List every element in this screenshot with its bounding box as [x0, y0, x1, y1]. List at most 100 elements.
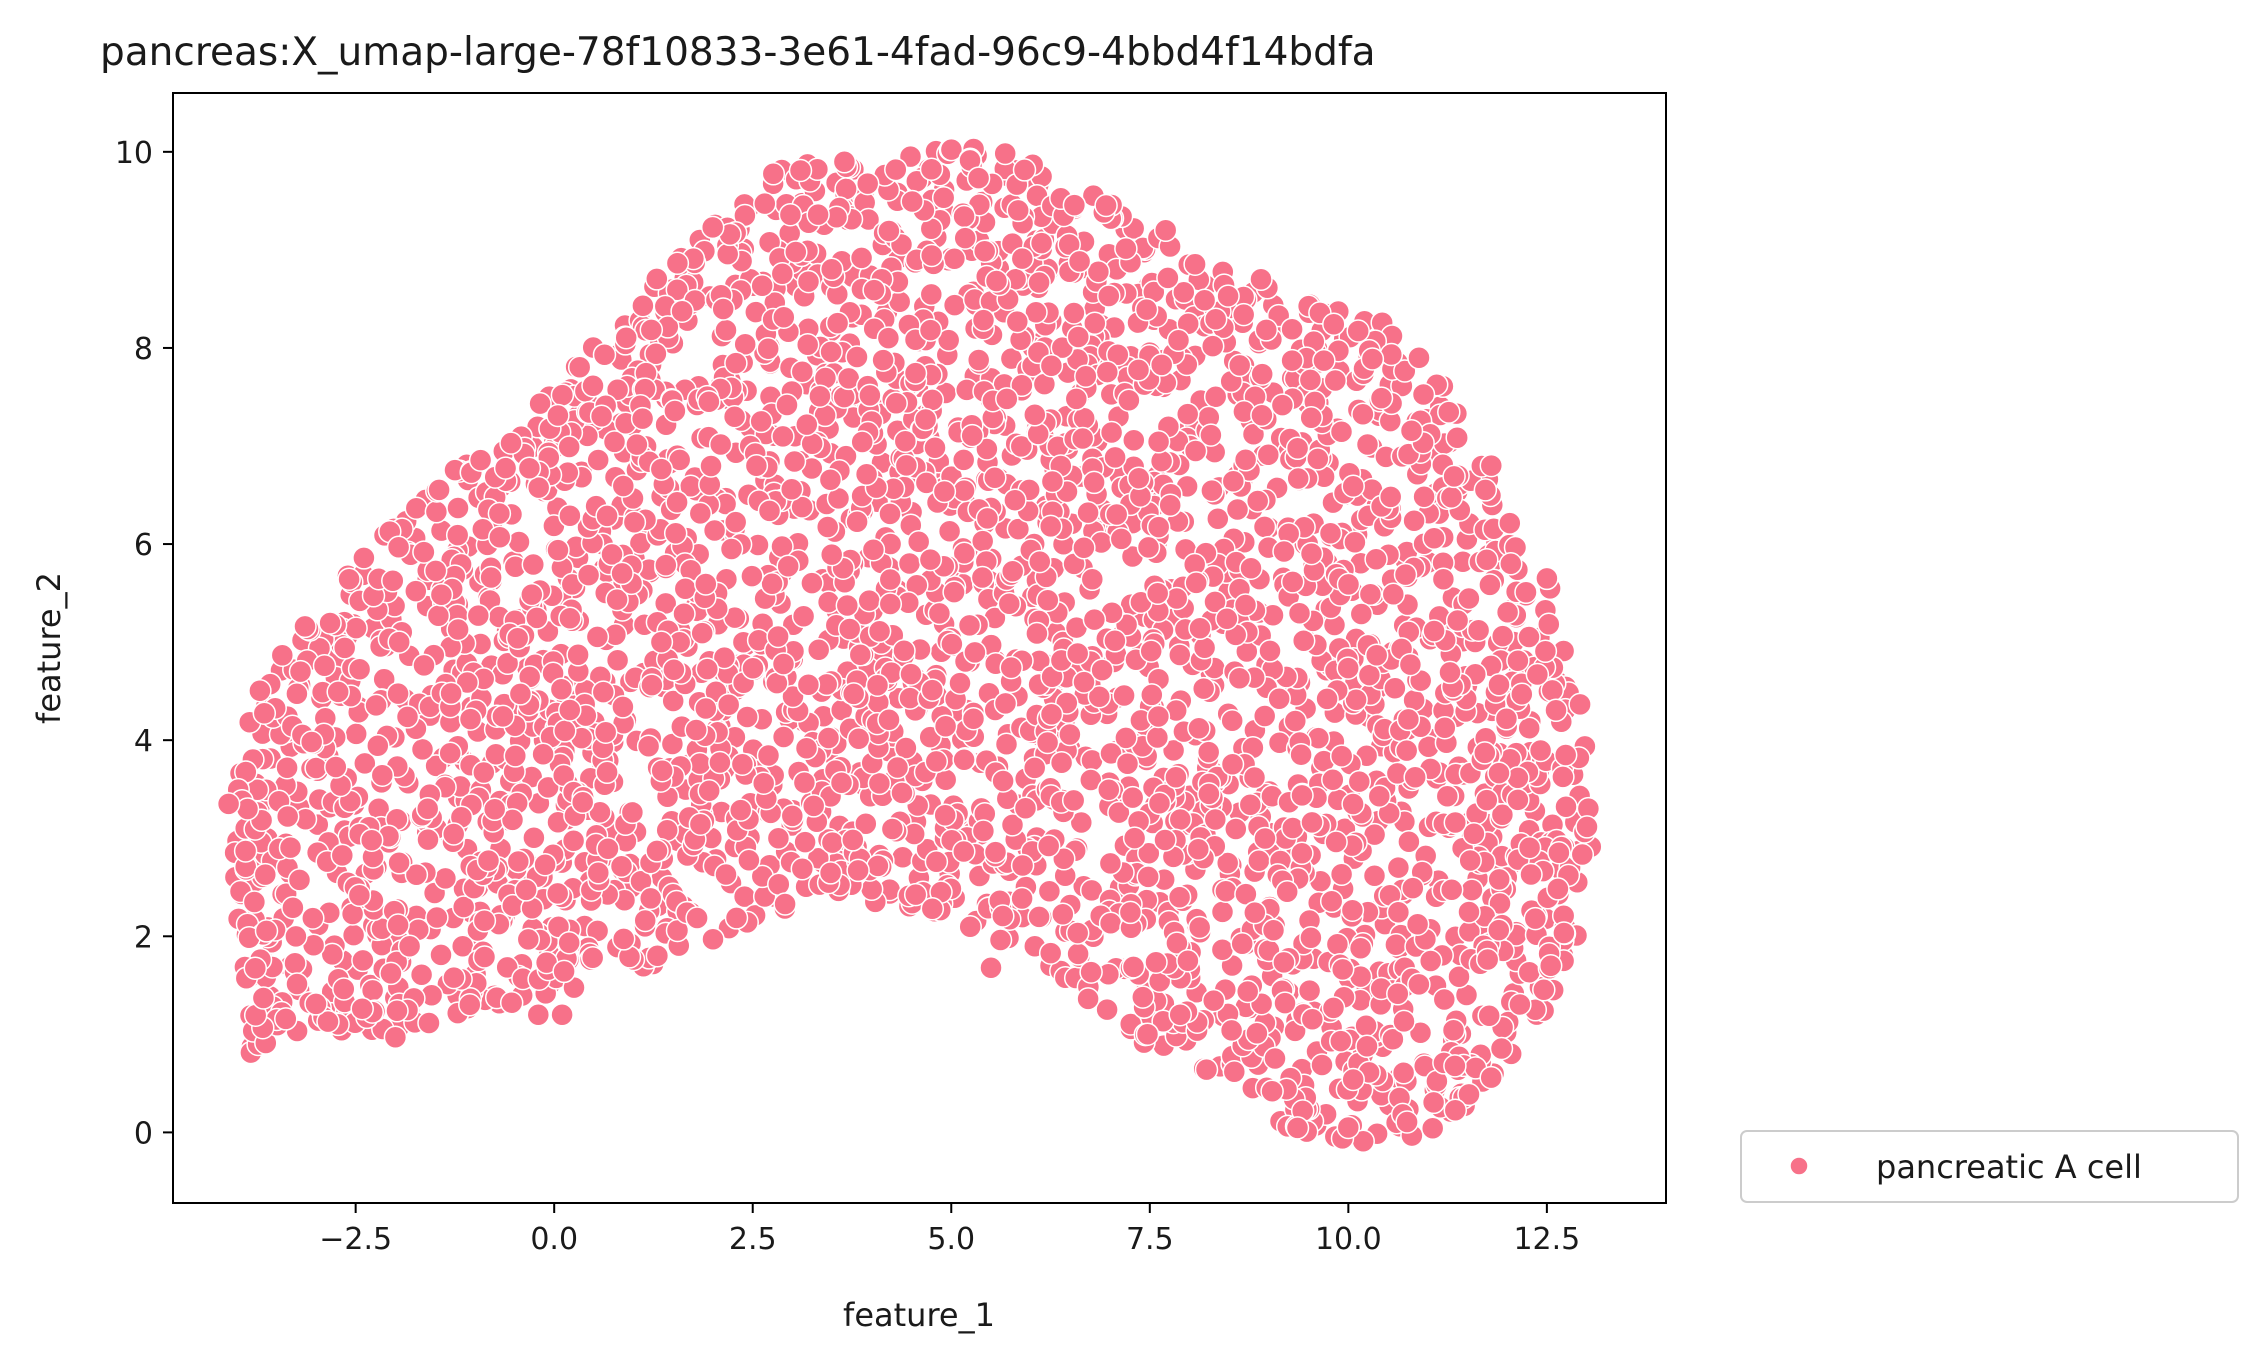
scatter-point — [1145, 581, 1170, 606]
scatter-point — [1166, 328, 1191, 353]
scatter-point — [528, 391, 552, 416]
scatter-point — [1325, 932, 1350, 957]
scatter-point — [878, 502, 902, 526]
scatter-point — [1057, 232, 1081, 257]
y-tick-label: 2 — [134, 920, 153, 955]
scatter-point — [1135, 1022, 1160, 1046]
scatter-point — [385, 999, 409, 1023]
scatter-point — [1357, 663, 1382, 687]
scatter-point — [983, 466, 1007, 490]
scatter-point — [757, 499, 782, 523]
scatter-point — [1438, 660, 1462, 685]
scatter-point — [536, 775, 560, 800]
scatter-point — [516, 927, 541, 952]
scatter-point — [386, 681, 410, 706]
scatter-point — [442, 965, 466, 990]
scatter-point — [1192, 636, 1217, 660]
scatter-point — [1076, 500, 1100, 525]
scatter-point — [1176, 948, 1200, 973]
scatter-point — [771, 652, 796, 676]
scatter-point — [1535, 566, 1559, 591]
scatter-point — [1115, 751, 1140, 776]
scatter-point — [960, 423, 984, 448]
scatter-point — [254, 919, 279, 943]
scatter-point — [1407, 972, 1431, 997]
scatter-point — [1329, 1029, 1353, 1053]
scatter-point — [1554, 795, 1578, 819]
scatter-point — [1175, 402, 1200, 426]
x-tick-label: 10.0 — [1315, 1222, 1382, 1257]
scatter-point — [243, 956, 268, 981]
scatter-point — [275, 755, 299, 780]
scatter-point — [1498, 511, 1522, 535]
scatter-point — [767, 872, 791, 897]
scatter-point — [1144, 950, 1168, 974]
scatter-point — [580, 945, 605, 970]
scatter-point — [1321, 996, 1346, 1020]
scatter-point — [654, 553, 678, 577]
y-tick-label: 4 — [134, 724, 153, 759]
scatter-point — [1261, 918, 1286, 943]
scatter-point — [776, 554, 800, 578]
scatter-point — [409, 963, 434, 987]
scatter-point — [975, 506, 1000, 531]
scatter-point — [1222, 1060, 1247, 1084]
scatter-point — [1206, 507, 1230, 531]
scatter-point — [1384, 932, 1408, 957]
scatter-point — [1147, 791, 1172, 816]
scatter-point — [1235, 979, 1260, 1004]
scatter-point — [1442, 464, 1466, 489]
scatter-point — [1260, 1079, 1284, 1103]
scatter-point — [1036, 834, 1061, 858]
scatter-point — [1490, 624, 1515, 648]
scatter-point — [1267, 687, 1291, 711]
scatter-point — [975, 437, 999, 461]
scatter-point — [520, 582, 544, 607]
scatter-point — [1395, 1110, 1419, 1134]
scatter-point — [586, 448, 610, 472]
scatter-point — [961, 706, 986, 731]
scatter-point — [1227, 353, 1252, 378]
scatter-point — [576, 563, 601, 587]
scatter-point — [1344, 687, 1368, 712]
scatter-point — [1230, 932, 1254, 956]
scatter-point — [1203, 590, 1227, 614]
scatter-point — [999, 346, 1024, 371]
scatter-point — [633, 908, 657, 933]
scatter-point — [364, 693, 388, 718]
scatter-point — [1386, 900, 1411, 924]
scatter-point — [702, 518, 727, 543]
scatter-point — [521, 552, 546, 577]
scatter-point — [790, 359, 815, 384]
scatter-point — [1136, 865, 1160, 889]
scatter-point — [1227, 666, 1252, 691]
scatter-point — [1118, 900, 1143, 925]
scatter-point — [561, 828, 586, 853]
scatter-point — [890, 781, 914, 805]
scatter-point — [1009, 434, 1034, 459]
scatter-point — [1315, 687, 1339, 711]
scatter-point — [665, 251, 690, 276]
scatter-point — [242, 890, 267, 914]
scatter-point — [848, 642, 873, 667]
scatter-point — [924, 749, 949, 774]
scatter-point — [1082, 607, 1107, 632]
scatter-point — [1243, 900, 1267, 925]
scatter-point — [639, 318, 664, 342]
axes-frame — [172, 92, 1667, 1204]
scatter-point — [1112, 683, 1136, 708]
scatter-point — [622, 510, 647, 535]
scatter-point — [1319, 889, 1344, 914]
scatter-point — [1098, 851, 1123, 876]
scatter-point — [1364, 547, 1388, 572]
scatter-point — [1010, 246, 1035, 271]
scatter-point — [1289, 742, 1313, 767]
scatter-point — [711, 297, 735, 321]
scatter-point — [552, 959, 576, 984]
scatter-point — [741, 656, 765, 681]
scatter-point — [1329, 419, 1354, 444]
scatter-point — [1517, 716, 1541, 740]
scatter-point — [685, 906, 709, 930]
scatter-point — [818, 468, 843, 492]
scatter-point — [1487, 761, 1511, 785]
